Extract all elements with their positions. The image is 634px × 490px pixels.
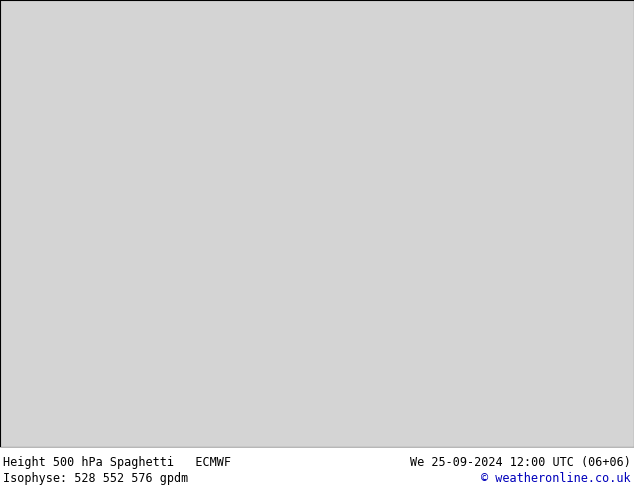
Text: Isophyse: 528 552 576 gpdm: Isophyse: 528 552 576 gpdm xyxy=(3,472,188,485)
Text: © weatheronline.co.uk: © weatheronline.co.uk xyxy=(481,472,631,485)
Text: Height 500 hPa Spaghetti   ECMWF: Height 500 hPa Spaghetti ECMWF xyxy=(3,457,231,469)
Text: We 25-09-2024 12:00 UTC (06+06): We 25-09-2024 12:00 UTC (06+06) xyxy=(410,457,631,469)
